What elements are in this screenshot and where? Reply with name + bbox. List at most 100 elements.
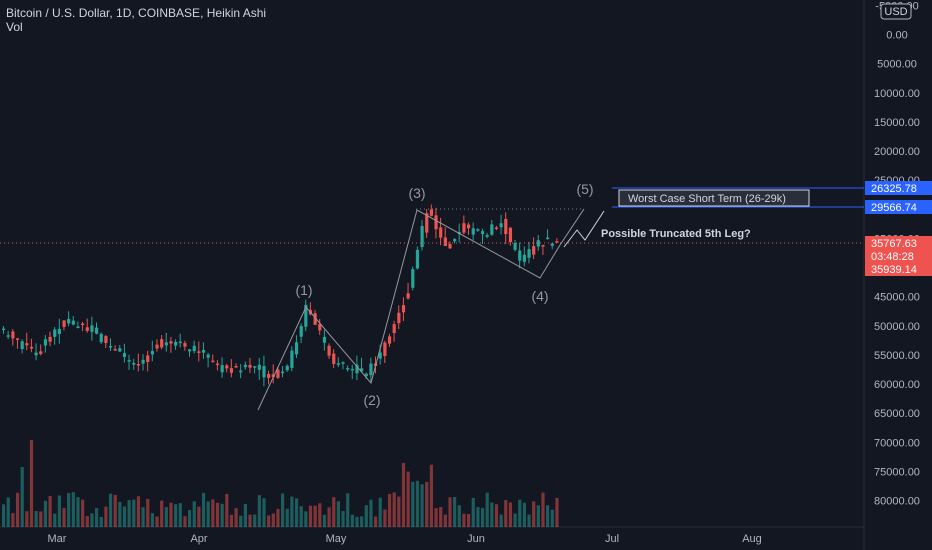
candle-body: [429, 209, 433, 216]
volume-bar: [141, 507, 145, 527]
candle-body: [322, 336, 327, 343]
candle-body: [411, 269, 415, 288]
volume-bar: [453, 497, 457, 527]
y-tick-label: 20000.00: [874, 146, 920, 158]
candle-body: [415, 249, 420, 269]
volume-bar: [290, 496, 294, 527]
volume-bar: [443, 514, 447, 527]
candle-body: [513, 242, 517, 250]
volume-bar: [467, 514, 471, 527]
y-tick-label: 0.00: [886, 30, 907, 42]
volume-bar: [225, 493, 229, 527]
volume-bar: [494, 504, 499, 527]
y-tick-label: 55000.00: [874, 350, 920, 362]
volume-bar: [234, 508, 238, 527]
volume-bar: [81, 499, 85, 527]
volume-bar: [490, 502, 494, 527]
candle-body: [267, 373, 271, 378]
volume-bar: [160, 500, 164, 527]
price-tag: [865, 236, 932, 276]
candle-body: [532, 246, 536, 255]
candle-body: [178, 341, 182, 344]
volume-bar: [429, 464, 433, 527]
volume-bar: [397, 496, 401, 527]
candle-body: [304, 304, 308, 327]
volume-bar: [536, 505, 540, 527]
candle-body: [271, 374, 275, 378]
volume-bar: [415, 480, 420, 527]
candle-body: [448, 244, 452, 249]
candle-body: [20, 341, 24, 350]
volume-bar: [127, 500, 131, 527]
candle-body: [332, 353, 336, 364]
candle-body: [34, 352, 38, 356]
candle-body: [550, 243, 554, 246]
y-tick-label: 70000.00: [874, 437, 920, 449]
volume-bar: [485, 492, 489, 527]
candle-body: [546, 237, 550, 240]
price-tag-text: 03:48:28: [871, 251, 914, 263]
y-tick-label: 50000.00: [874, 321, 920, 333]
candle-body: [285, 365, 289, 371]
volume-bar: [201, 492, 206, 527]
truncated-fifth-leg: [563, 210, 605, 248]
x-tick-label: Jul: [605, 533, 619, 545]
volume-bar: [183, 516, 187, 527]
candle-body: [132, 363, 136, 365]
volume-bar: [374, 516, 378, 527]
candle-body: [90, 325, 94, 332]
candle-body: [201, 349, 206, 353]
volume-bar: [406, 471, 410, 527]
candle-body: [262, 366, 266, 378]
volume-bar: [541, 492, 545, 527]
volume-bar: [20, 467, 24, 527]
volume-bar: [550, 509, 554, 527]
candle-body: [225, 365, 229, 369]
candle-body: [95, 327, 99, 334]
candle-body: [508, 227, 513, 243]
candle-body: [43, 339, 48, 346]
volume-bar: [248, 514, 252, 527]
candle-body: [281, 371, 285, 374]
candle-body: [425, 213, 429, 233]
volume-bar: [513, 513, 517, 527]
currency-badge-text: USD: [884, 6, 907, 18]
candle-body: [490, 224, 494, 235]
candle-body: [397, 312, 401, 324]
y-tick-label: 10000.00: [874, 88, 920, 100]
volume-bar: [206, 501, 210, 527]
volume-bar: [411, 481, 415, 527]
volume-bar: [499, 514, 503, 527]
volume-bar: [169, 502, 173, 527]
volume-bar: [2, 504, 6, 527]
volume-bar: [378, 497, 382, 527]
candle-body: [299, 326, 303, 337]
currency-badge[interactable]: USD: [880, 3, 912, 20]
x-tick-label: May: [326, 533, 347, 545]
candle-body: [360, 368, 364, 372]
volume-bar: [243, 503, 247, 527]
volume-bar: [350, 514, 354, 527]
candle-body: [234, 365, 238, 368]
volume-bar: [383, 509, 387, 527]
volume-bar: [360, 516, 364, 527]
volume-bar: [364, 505, 368, 527]
volume-bar: [369, 499, 373, 527]
volume-bar: [322, 514, 327, 527]
candle-body: [318, 324, 322, 331]
candle-body: [406, 293, 410, 299]
candle-body: [62, 320, 66, 327]
volume-bar: [34, 511, 38, 527]
candle-body: [164, 342, 168, 346]
candle-body: [155, 344, 159, 349]
volume-bar: [113, 494, 117, 527]
volume-bar: [439, 507, 443, 527]
candle-body: [99, 333, 103, 343]
candle-body: [378, 352, 382, 359]
y-tick-label: 65000.00: [874, 408, 920, 420]
candle-body: [420, 226, 424, 248]
candle-body: [355, 364, 359, 374]
volume-bar: [387, 493, 392, 527]
